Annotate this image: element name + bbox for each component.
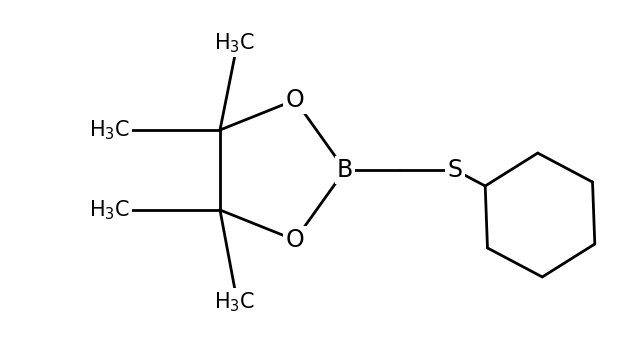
Text: H$_3$C: H$_3$C xyxy=(89,118,130,142)
Text: O: O xyxy=(285,88,305,112)
Text: O: O xyxy=(285,228,305,252)
Text: S: S xyxy=(447,158,463,182)
Text: H$_3$C: H$_3$C xyxy=(214,290,255,314)
Text: H$_3$C: H$_3$C xyxy=(214,32,255,55)
Text: H$_3$C: H$_3$C xyxy=(89,198,130,222)
Text: B: B xyxy=(337,158,353,182)
